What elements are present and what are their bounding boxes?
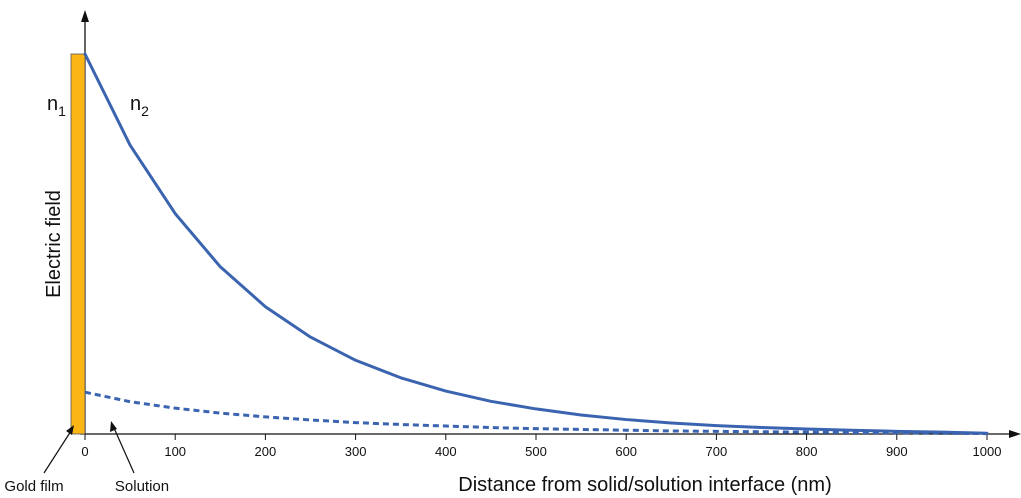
- solution-arrow: [113, 427, 135, 474]
- series-group: [83, 52, 989, 436]
- x-tick-label-700: 700: [706, 444, 728, 459]
- n2-label: n2: [130, 93, 149, 119]
- solution-label: Solution: [115, 478, 169, 495]
- gold-film-label: Gold film: [4, 478, 63, 495]
- x-tick-label-200: 200: [255, 444, 277, 459]
- series-line-dashed: [84, 390, 988, 436]
- n1-label: n1: [47, 93, 66, 119]
- x-tick-label-900: 900: [886, 444, 908, 459]
- gold-film-bar: [70, 53, 86, 435]
- gold-film-arrowhead: [66, 425, 74, 435]
- n1-subscript: 1: [58, 103, 66, 119]
- n2-subscript: 2: [141, 103, 149, 119]
- y-axis-arrowhead: [81, 10, 89, 22]
- x-tick-label-1000: 1000: [973, 444, 1002, 459]
- series-line-solid: [83, 52, 989, 435]
- x-axis-ticks: 0 100 200 300 400 500 600 700 800 900 1000: [81, 434, 1001, 459]
- x-tick-label-100: 100: [164, 444, 186, 459]
- x-tick-label-500: 500: [525, 444, 547, 459]
- x-tick-label-300: 300: [345, 444, 367, 459]
- x-axis-arrowhead: [1009, 430, 1021, 438]
- x-tick-label-600: 600: [615, 444, 637, 459]
- y-axis-title: Electric field: [43, 190, 65, 298]
- x-tick-label-400: 400: [435, 444, 457, 459]
- x-axis-title: Distance from solid/solution interface (…: [458, 474, 831, 496]
- x-tick-label-0: 0: [81, 444, 88, 459]
- x-tick-label-800: 800: [796, 444, 818, 459]
- solution-arrowhead: [110, 421, 117, 432]
- gold-film-arrow: [43, 430, 72, 474]
